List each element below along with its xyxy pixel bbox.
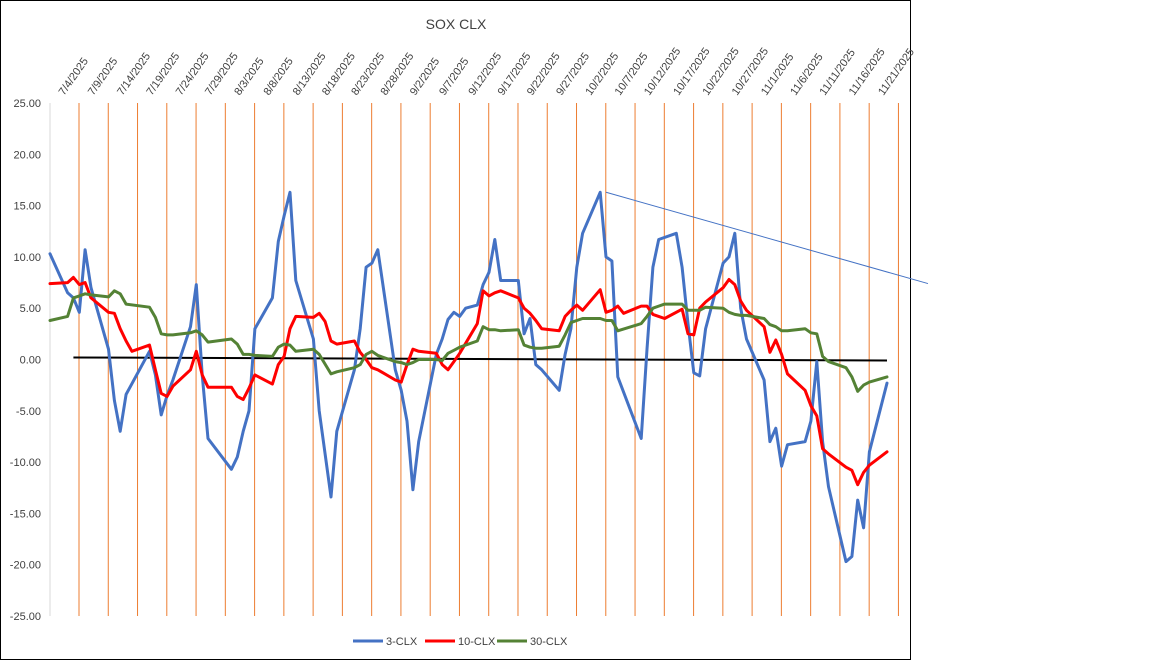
- trend-line: [605, 191, 929, 285]
- y-tick-label: 15.00: [13, 201, 41, 213]
- y-tick-label: 10.00: [13, 252, 41, 264]
- x-axis: 7/4/20257/9/20257/14/20257/19/20257/24/2…: [57, 46, 917, 98]
- legend-label: 3-CLX: [386, 636, 418, 648]
- trend-lines: [73, 191, 929, 362]
- y-axis: 25.00 20.00 15.00 10.00 5.00 0.00 -5.00 -10.00 -…: [10, 98, 41, 623]
- y-tick-label: -10.00: [10, 457, 41, 469]
- y-tick-label: -5.00: [16, 406, 41, 418]
- legend: 3-CLX 10-CLX 30-CLX: [353, 636, 568, 648]
- chart-frame: [0, 0, 911, 660]
- y-tick-label: -15.00: [10, 508, 41, 520]
- legend-label: 10-CLX: [458, 636, 496, 648]
- series-lines: [48, 190, 889, 564]
- y-tick-label: -25.00: [10, 611, 41, 623]
- series-line-30-clx: [48, 289, 889, 393]
- series-line-10-clx: [48, 275, 889, 487]
- legend-label: 30-CLX: [530, 636, 568, 648]
- y-tick-label: -20.00: [10, 560, 41, 572]
- chart-title: SOX CLX: [426, 16, 487, 32]
- y-tick-label: 25.00: [13, 98, 41, 110]
- y-tick-label: 20.00: [13, 149, 41, 161]
- y-tick-label: 5.00: [20, 303, 41, 315]
- y-tick-label: 0.00: [20, 355, 41, 367]
- series-line-3-clx: [48, 190, 889, 564]
- trend-line: [73, 356, 888, 362]
